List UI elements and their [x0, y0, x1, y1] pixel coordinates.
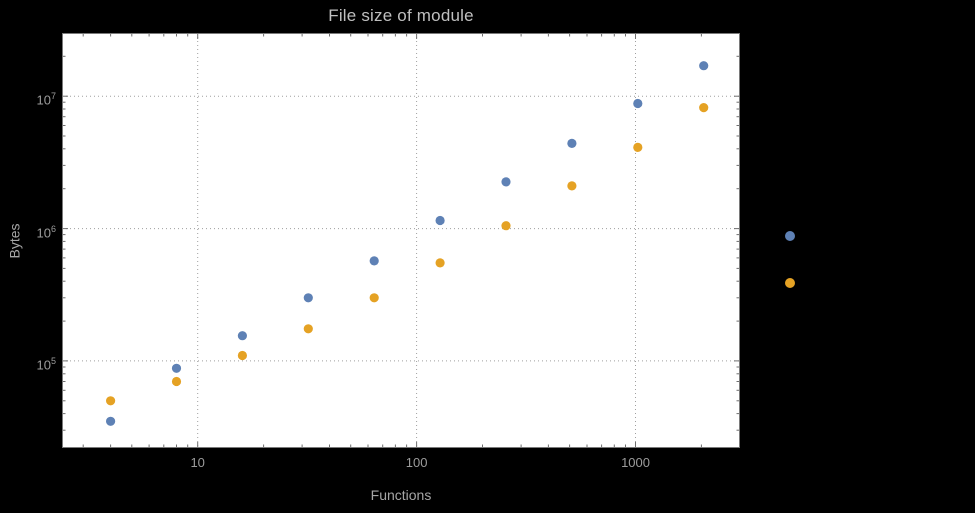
legend-marker-series-1: [785, 231, 795, 241]
data-point: [171, 376, 182, 387]
series-2-orange-points: [106, 103, 709, 406]
data-point: [237, 331, 247, 341]
chart-title: File size of module: [328, 6, 474, 25]
y-tick-label: 106: [36, 223, 56, 240]
x-tick-label: 1000: [621, 455, 650, 470]
data-point: [699, 103, 709, 113]
data-point: [303, 293, 313, 303]
data-point: [106, 416, 116, 426]
series-1-blue-points: [106, 61, 709, 426]
data-point: [106, 396, 116, 406]
data-point: [633, 98, 643, 109]
y-tick-label: 107: [36, 91, 56, 108]
x-tick-label: 10: [190, 455, 205, 470]
data-point: [237, 350, 247, 361]
x-axis-label: Functions: [370, 487, 432, 503]
plot-area: [62, 33, 740, 448]
frame-ticks: [62, 33, 740, 448]
data-point: [369, 293, 379, 303]
data-point: [567, 138, 577, 148]
gridlines: [62, 33, 740, 448]
data-point: [699, 61, 709, 71]
data-point: [501, 177, 511, 187]
y-tick-label: 105: [36, 355, 56, 373]
plot-frame: [62, 33, 740, 448]
scatter-canvas: [62, 33, 740, 448]
x-tick-label: 100: [405, 455, 428, 470]
data-point: [501, 221, 511, 231]
data-point: [171, 363, 182, 373]
data-point: [633, 142, 643, 152]
data-point: [567, 181, 577, 191]
data-point: [369, 256, 379, 266]
data-point: [303, 324, 313, 334]
legend-marker-series-2: [785, 278, 795, 288]
data-point: [435, 258, 445, 268]
data-point: [435, 215, 445, 226]
